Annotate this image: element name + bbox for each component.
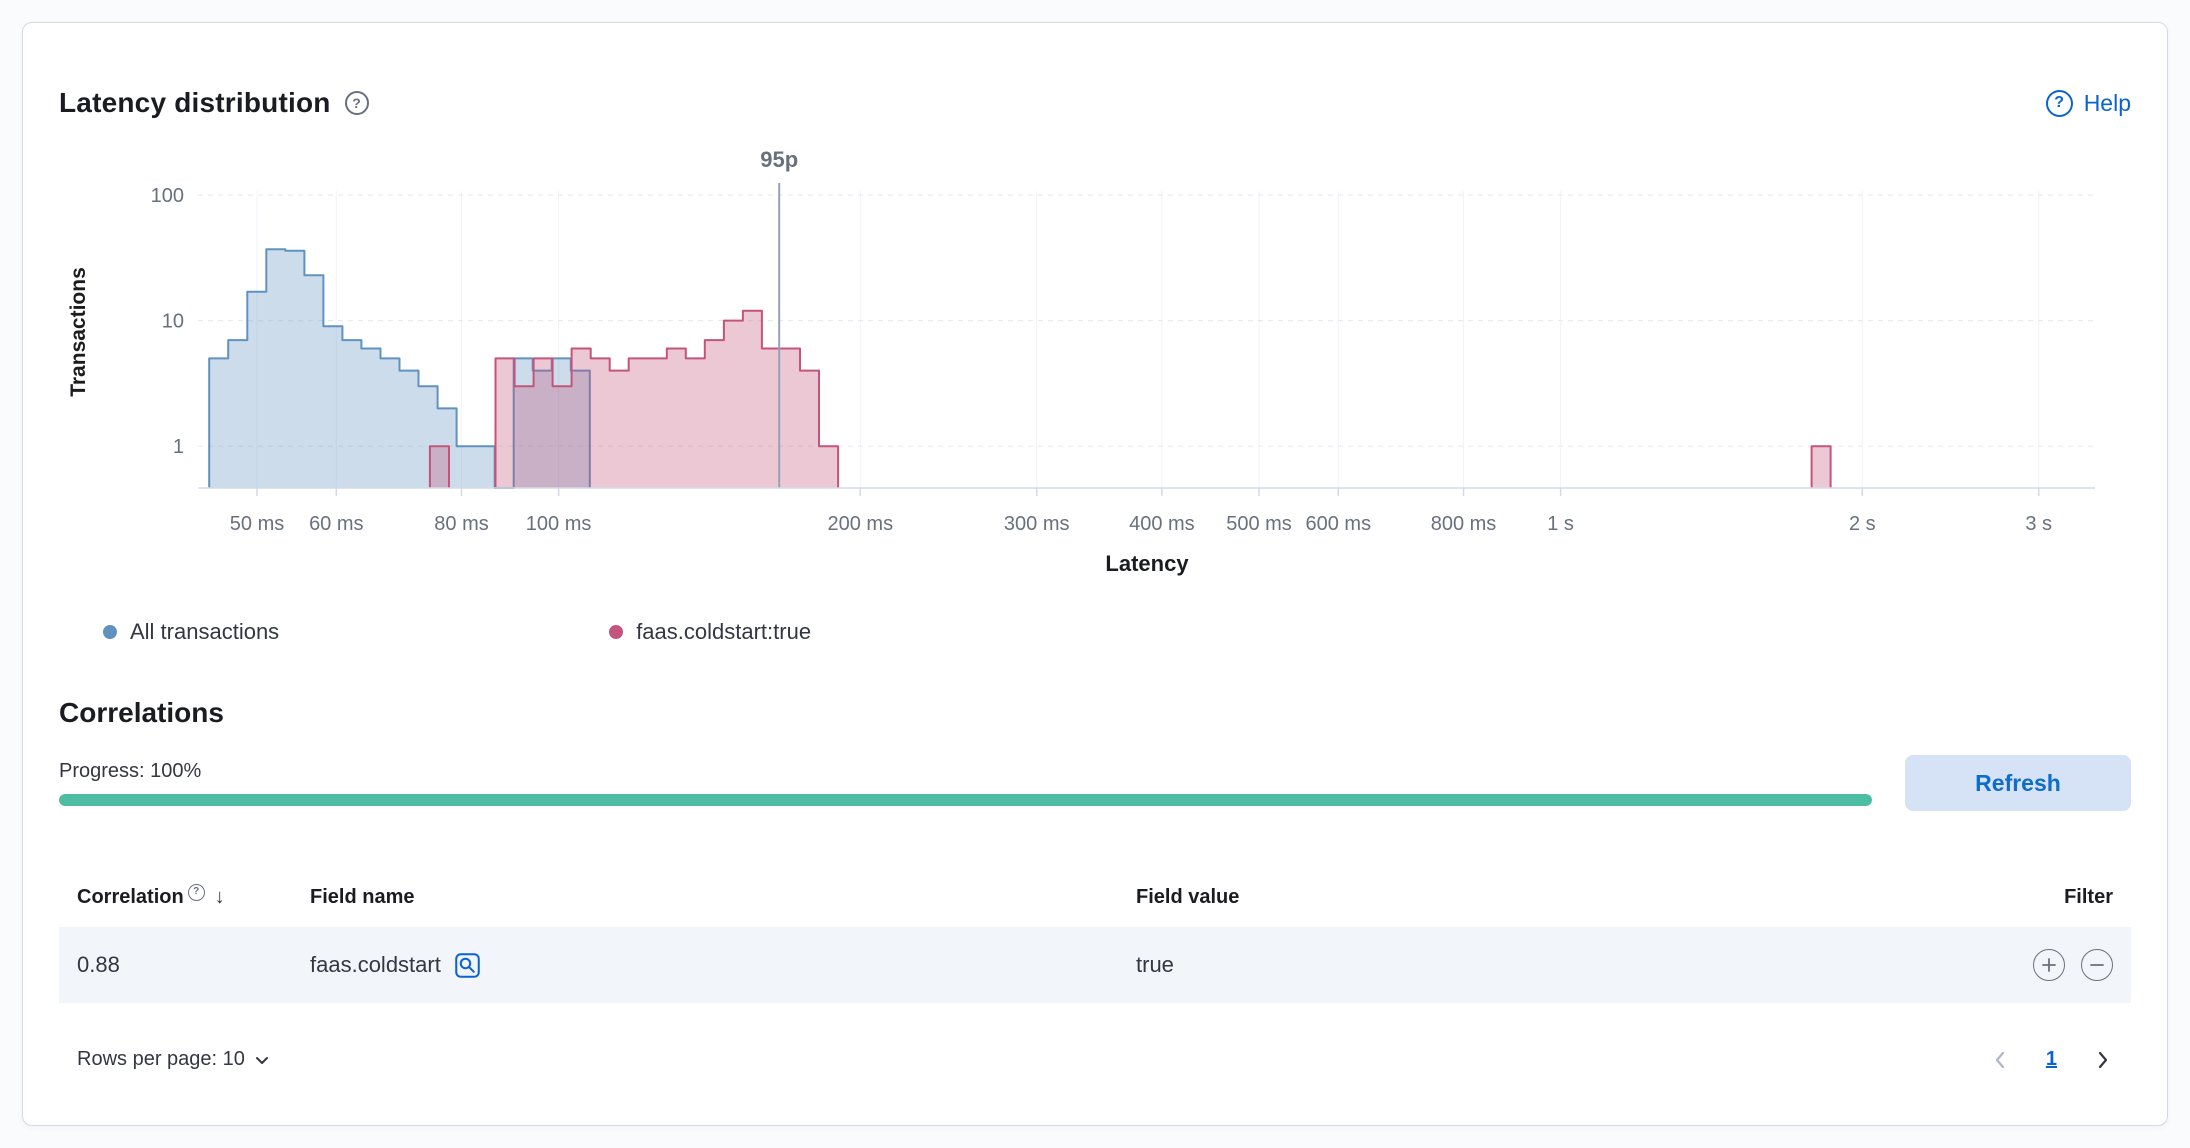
svg-text:1: 1 — [173, 436, 184, 458]
chevron-down-icon — [255, 1056, 268, 1064]
legend-label-all-transactions: All transactions — [130, 619, 280, 644]
rows-per-page-label: Rows per page: 10 — [77, 1048, 245, 1070]
filter-include-button[interactable] — [2033, 949, 2065, 981]
header-correlation[interactable]: Correlation ? ↓ — [77, 883, 310, 909]
svg-text:2 s: 2 s — [1849, 513, 1876, 535]
sort-desc-icon[interactable]: ↓ — [214, 885, 225, 908]
chevron-left-icon — [1995, 1051, 2004, 1068]
svg-text:Latency: Latency — [1105, 551, 1189, 576]
svg-text:3 s: 3 s — [2025, 513, 2052, 535]
progress-col: Progress: 100% — [59, 760, 1872, 806]
progress-row: Progress: 100% Refresh — [59, 755, 2131, 811]
table-header-row: Correlation ? ↓ Field name Field value F… — [59, 867, 2131, 927]
help-link[interactable]: ? Help — [2045, 89, 2131, 117]
table-row: 0.88 faas.coldstart true — [59, 927, 2131, 1003]
header-correlation-label: Correlation — [77, 885, 184, 908]
svg-text:800 ms: 800 ms — [1431, 513, 1497, 535]
header-field-value: Field value — [1136, 885, 1240, 908]
minus-icon — [2090, 964, 2104, 966]
svg-text:95p: 95p — [760, 147, 798, 172]
field-inspect-button[interactable] — [454, 952, 481, 979]
legend-dot-all-transactions — [103, 625, 117, 639]
svg-text:400 ms: 400 ms — [1129, 513, 1195, 535]
progress-label: Progress: 100% — [59, 760, 202, 782]
header-filter: Filter — [2064, 885, 2113, 908]
plus-icon — [2042, 958, 2056, 972]
svg-text:500 ms: 500 ms — [1226, 513, 1292, 535]
help-icon: ? — [2045, 89, 2073, 117]
refresh-button[interactable]: Refresh — [1905, 755, 2131, 811]
next-page-button[interactable] — [2091, 1049, 2113, 1071]
page-title: Latency distribution — [59, 87, 331, 118]
panel-header: Latency distribution ? ? Help — [59, 87, 2131, 119]
svg-text:10: 10 — [162, 311, 184, 333]
svg-text:50 ms: 50 ms — [230, 513, 284, 535]
cell-field-value: true — [1136, 952, 1174, 977]
svg-text:60 ms: 60 ms — [309, 513, 363, 535]
header-field-name: Field name — [310, 885, 415, 908]
correlations-title: Correlations — [59, 697, 224, 728]
title-help-tooltip-icon[interactable]: ? — [344, 91, 369, 115]
table-footer: Rows per page: 10 1 — [59, 1047, 2131, 1072]
field-inspect-icon — [455, 952, 480, 978]
legend-dot-faas-coldstart — [609, 625, 624, 639]
chevron-right-icon — [2098, 1051, 2108, 1068]
legend-item-all-transactions[interactable]: All transactions — [103, 619, 279, 645]
previous-page-button[interactable] — [1990, 1049, 2012, 1071]
chart-legend: All transactions faas.coldstart:true — [59, 619, 2131, 645]
cell-correlation: 0.88 — [77, 952, 120, 977]
progress-bar — [59, 794, 1872, 806]
cell-field-name: faas.coldstart — [310, 952, 1136, 979]
legend-label-faas-coldstart: faas.coldstart:true — [636, 619, 812, 644]
rows-per-page-button[interactable]: Rows per page: 10 — [77, 1048, 270, 1071]
correlation-help-tooltip-icon[interactable]: ? — [187, 883, 205, 901]
svg-text:200 ms: 200 ms — [828, 513, 894, 535]
filter-exclude-button[interactable] — [2081, 949, 2113, 981]
help-link-label: Help — [2083, 89, 2131, 116]
svg-text:80 ms: 80 ms — [434, 513, 488, 535]
progress-fill — [59, 794, 1872, 806]
svg-text:600 ms: 600 ms — [1306, 513, 1372, 535]
pagination: 1 — [1990, 1047, 2113, 1072]
latency-distribution-chart[interactable]: 100 10 1 95p 50 ms 60 ms 80 ms 100 ms 200 ms 300 … — [59, 135, 2133, 595]
field-name-text: faas.coldstart — [310, 952, 441, 977]
svg-text:Transactions: Transactions — [67, 267, 90, 397]
svg-text:100: 100 — [151, 185, 184, 207]
svg-text:100 ms: 100 ms — [526, 513, 592, 535]
legend-item-faas-coldstart[interactable]: faas.coldstart:true — [609, 619, 811, 645]
svg-text:1 s: 1 s — [1547, 513, 1574, 535]
correlations-table: Correlation ? ↓ Field name Field value F… — [59, 867, 2131, 1072]
svg-text:300 ms: 300 ms — [1004, 513, 1070, 535]
page-number-1[interactable]: 1 — [2040, 1047, 2063, 1072]
latency-correlations-panel: Latency distribution ? ? Help 100 10 1 95p 5… — [22, 22, 2168, 1126]
cell-filter — [1963, 949, 2113, 981]
